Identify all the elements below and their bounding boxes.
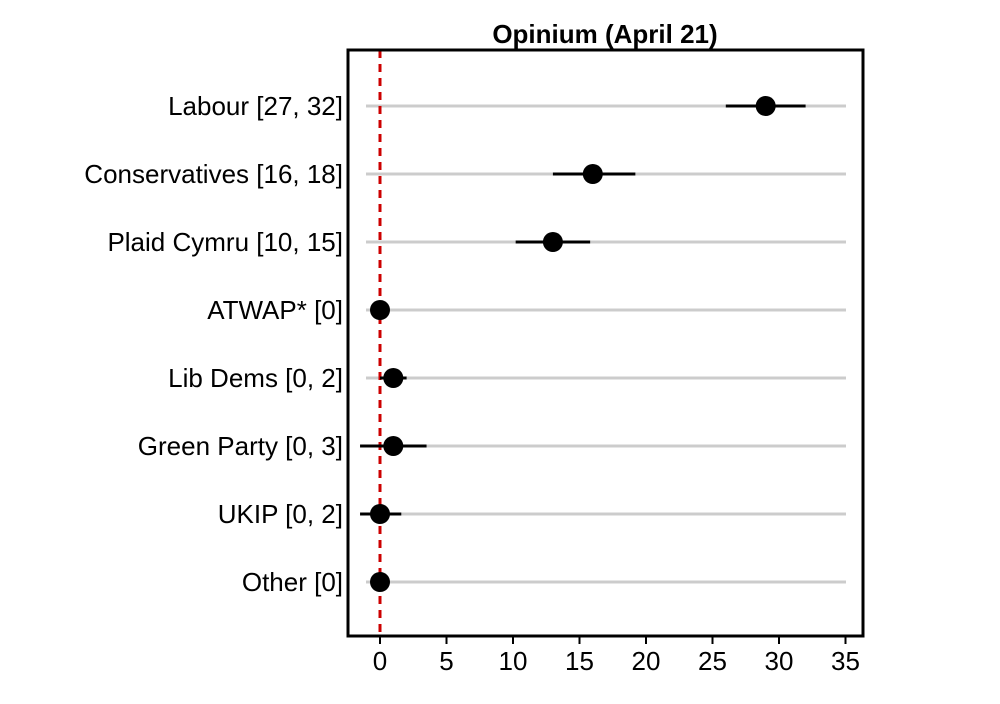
x-tick-label: 35: [831, 646, 860, 676]
data-point: [370, 504, 390, 524]
data-point: [370, 300, 390, 320]
data-point: [542, 232, 563, 252]
x-tick-label: 0: [373, 646, 387, 676]
category-label: Plaid Cymru [10, 15]: [107, 227, 343, 257]
category-label: ATWAP* [0]: [207, 295, 343, 325]
category-label: Labour [27, 32]: [168, 91, 343, 121]
chart-title: Opinium (April 21): [492, 19, 717, 49]
category-label: Conservatives [16, 18]: [84, 159, 343, 189]
data-point: [755, 96, 776, 116]
data-point: [582, 164, 603, 184]
plot-frame: [346, 48, 865, 638]
points: [370, 96, 776, 592]
x-tick-label: 30: [765, 646, 794, 676]
data-point: [383, 436, 404, 456]
category-label: Lib Dems [0, 2]: [168, 363, 343, 393]
category-labels: Labour [27, 32] Conservatives [16, 18] Pla…: [84, 91, 343, 597]
data-point: [383, 368, 404, 388]
grid-lines: [366, 104, 846, 584]
x-tick-label: 15: [565, 646, 594, 676]
x-tick-label: 10: [499, 646, 528, 676]
data-point: [370, 572, 390, 592]
error-bars: [360, 104, 806, 584]
category-label: UKIP [0, 2]: [218, 499, 343, 529]
category-label: Other [0]: [242, 567, 343, 597]
x-tick-label: 25: [698, 646, 727, 676]
category-label: Green Party [0, 3]: [138, 431, 343, 461]
x-tick-label: 5: [439, 646, 453, 676]
x-axis-ticks: 0 5 10 15 20 25 30 35: [373, 636, 860, 676]
x-tick-label: 20: [632, 646, 661, 676]
